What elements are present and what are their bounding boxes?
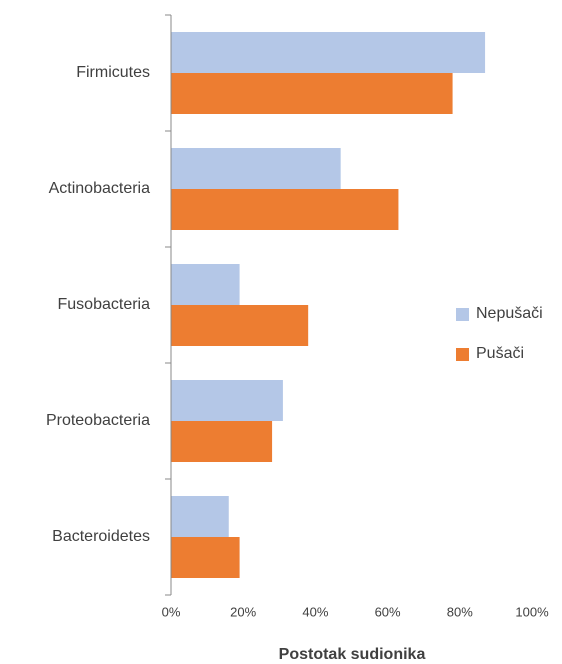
legend-label: Nepušači <box>476 305 543 322</box>
x-tick-label: 80% <box>447 604 473 619</box>
bar <box>171 73 453 114</box>
bar <box>171 148 341 189</box>
y-tick-label: Bacteroidetes <box>52 528 150 545</box>
x-tick-label: 60% <box>375 604 401 619</box>
bar <box>171 380 283 421</box>
y-tick-label: Proteobacteria <box>46 412 150 429</box>
y-tick-label: Fusobacteria <box>58 296 151 313</box>
bar <box>171 32 486 73</box>
y-tick-label: Firmicutes <box>76 64 150 81</box>
legend-label: Pušači <box>476 345 524 362</box>
y-tick-label: Actinobacteria <box>49 180 150 197</box>
bar <box>171 496 229 537</box>
bar <box>171 305 309 346</box>
x-tick-label: 100% <box>515 604 549 619</box>
x-tick-label: 20% <box>230 604 256 619</box>
x-tick-label: 40% <box>302 604 328 619</box>
bar <box>171 264 240 305</box>
bar <box>171 189 399 230</box>
x-tick-label: 0% <box>162 604 181 619</box>
bar <box>171 421 273 462</box>
legend-swatch <box>456 308 469 321</box>
legend-swatch <box>456 348 469 361</box>
bar <box>171 537 240 578</box>
x-axis-title: Postotak sudionika <box>279 646 426 663</box>
